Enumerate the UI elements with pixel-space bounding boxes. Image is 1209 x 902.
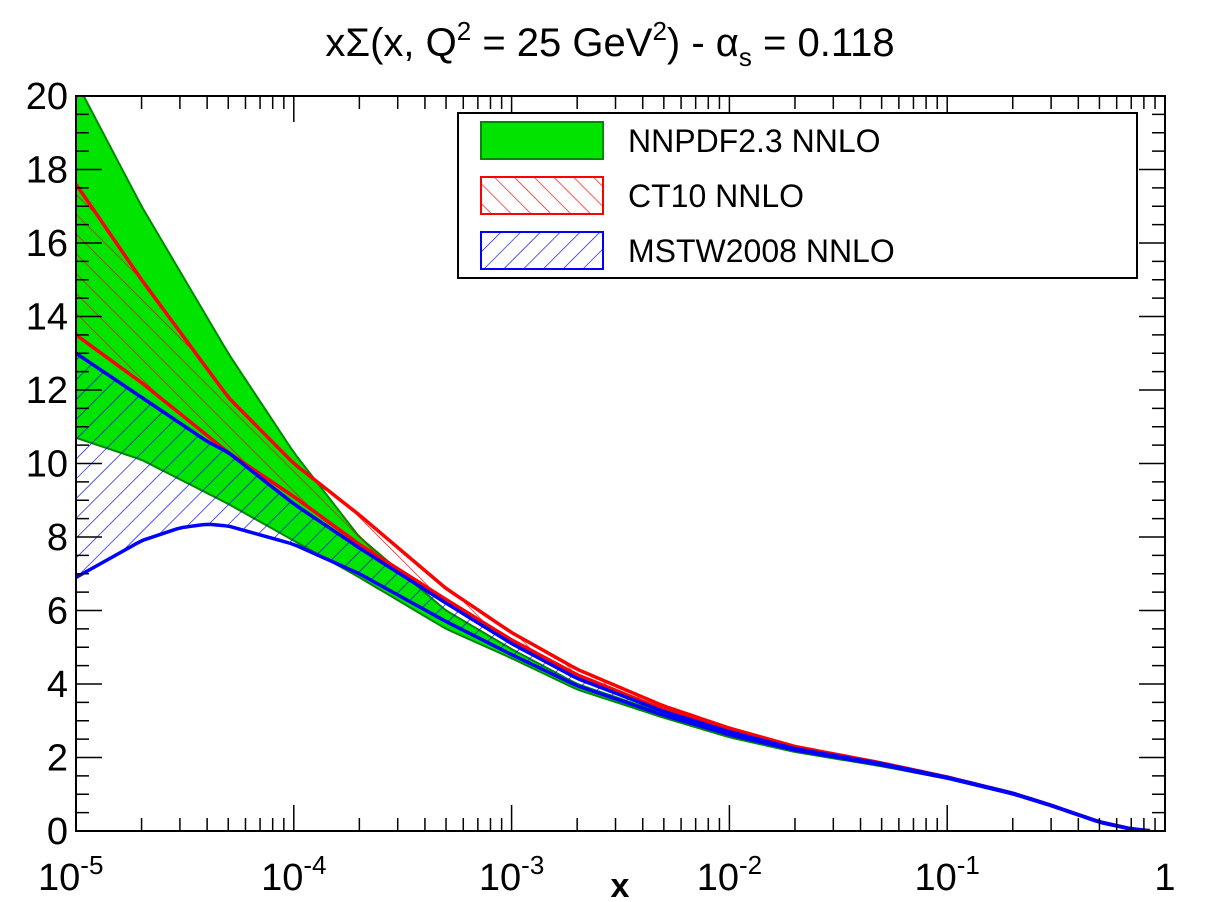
series-bands <box>76 96 1151 831</box>
axis-ticks <box>75 95 1166 832</box>
y-tick-label: 16 <box>26 223 68 265</box>
x-tick-label: 10-4 <box>261 850 326 899</box>
title-subscript: s <box>739 42 752 72</box>
y-tick-label: 8 <box>47 517 68 559</box>
y-tick-labels: 0 2 4 6 8 10 12 14 16 18 20 <box>26 76 68 853</box>
chart-title: xΣ(x, Q2 = 25 GeV2) - αs = 0.118 <box>325 16 894 72</box>
y-tick-label: 2 <box>47 738 68 780</box>
nnpdf2-3-nnlo-legend-label: NNPDF2.3 NNLO <box>628 123 881 159</box>
series-lines <box>76 183 1150 831</box>
ct10-nnlo-legend-swatch <box>480 176 604 215</box>
title-superscript: 2 <box>652 16 666 46</box>
ct10-nnlo-legend-label: CT10 NNLO <box>628 178 804 214</box>
y-tick-label: 6 <box>47 591 68 633</box>
y-tick-label: 10 <box>26 444 68 486</box>
legend: NNPDF2.3 NNLO CT10 NNLO MSTW2008 NNLO <box>457 112 1138 279</box>
x-tick-labels: 10-5 10-4 10-3 10-2 10-1 1 <box>38 850 1176 899</box>
x-tick-label: 10-3 <box>479 850 544 899</box>
nnpdf2-3-nnlo-legend-swatch <box>480 121 604 160</box>
y-tick-label: 20 <box>26 76 68 118</box>
y-tick-label: 12 <box>26 370 68 412</box>
x-tick-label: 10-1 <box>914 850 979 899</box>
mstw2008-nnlo-legend-swatch <box>480 231 604 270</box>
x-tick-label: 1 <box>1154 857 1175 899</box>
y-tick-label: 18 <box>26 150 68 192</box>
x-axis-label: x <box>611 867 630 902</box>
x-tick-label: 10-2 <box>697 850 762 899</box>
y-tick-label: 0 <box>47 811 68 853</box>
x-tick-label: 10-5 <box>38 850 103 899</box>
mstw2008-nnlo-lower-line <box>76 522 1150 831</box>
mstw2008-nnlo-legend-label: MSTW2008 NNLO <box>628 233 895 269</box>
y-tick-label: 4 <box>47 664 68 706</box>
y-tick-label: 14 <box>26 297 68 339</box>
title-superscript: 2 <box>457 16 471 46</box>
